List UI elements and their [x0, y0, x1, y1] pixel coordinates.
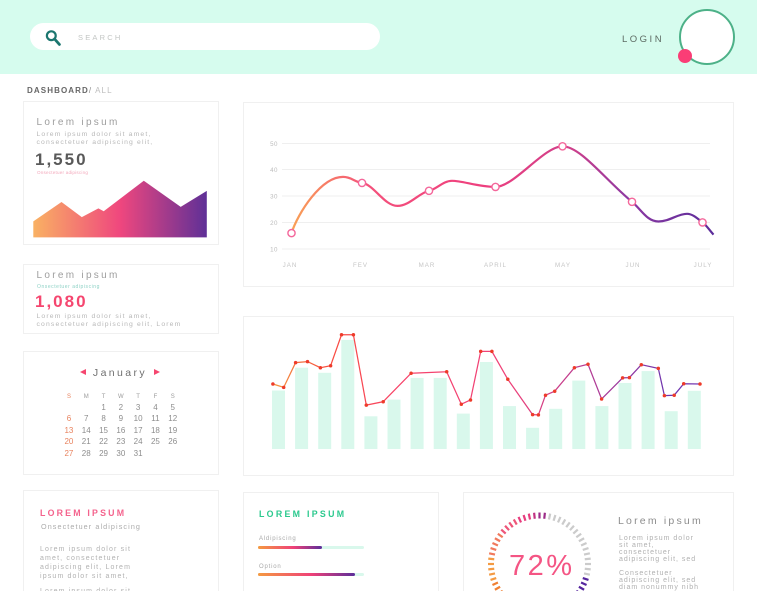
svg-text:10: 10: [270, 247, 278, 254]
svg-text:JAN: JAN: [283, 262, 298, 269]
svg-text:30: 30: [270, 194, 278, 201]
svg-text:MAR: MAR: [419, 262, 436, 269]
svg-text:APRIL: APRIL: [484, 262, 507, 269]
svg-text:JULY: JULY: [694, 262, 713, 269]
svg-text:50: 50: [270, 141, 278, 148]
svg-text:40: 40: [270, 167, 278, 174]
svg-text:20: 20: [270, 220, 278, 227]
svg-text:FEV: FEV: [353, 262, 368, 269]
svg-text:JUN: JUN: [625, 262, 640, 269]
svg-text:MAY: MAY: [555, 262, 571, 269]
